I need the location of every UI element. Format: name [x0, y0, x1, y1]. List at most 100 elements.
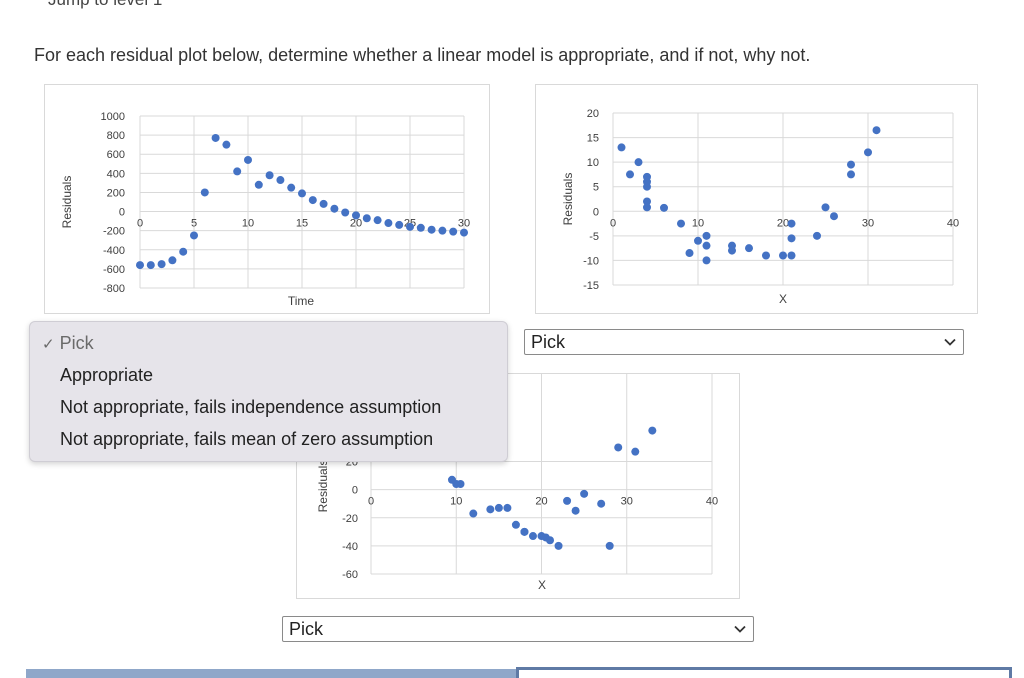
option-pick-label: Pick [59, 333, 94, 353]
y-tick-label: 0 [352, 485, 358, 497]
y-tick-label: 800 [107, 130, 125, 142]
x-tick-label: 15 [296, 218, 308, 230]
data-point [864, 148, 872, 157]
data-point [821, 203, 830, 212]
data-point [427, 225, 436, 234]
residual-plot-1-svg: 1000 800 600 400 200 0 -200 -400 -600 -800 0 5 10 15 2… [60, 111, 470, 308]
data-point [745, 244, 753, 253]
data-point [352, 211, 360, 220]
data-point [486, 505, 495, 514]
data-point [298, 189, 306, 198]
data-point [617, 143, 626, 152]
data-point [308, 196, 317, 205]
plot-1-select-dropdown[interactable]: ✓ Pick Appropriate Not appropriate, fail… [29, 321, 508, 462]
data-point [341, 208, 350, 217]
data-point [847, 160, 855, 169]
y-tick-label: 10 [587, 157, 599, 169]
data-point [395, 220, 404, 229]
chevron-down-icon [734, 625, 746, 633]
data-point [406, 222, 414, 231]
x-tick-label: 20 [535, 496, 547, 508]
data-point [677, 219, 685, 228]
data-point [190, 231, 198, 240]
y-tick-label: -10 [583, 255, 599, 267]
plot-2-select-value: Pick [531, 332, 566, 352]
x-tick-label: 10 [450, 496, 462, 508]
data-point [211, 133, 220, 142]
x-tick-label: 30 [862, 217, 874, 229]
data-point [416, 223, 425, 232]
y-tick-label: -400 [103, 245, 125, 257]
y-tick-label: -200 [103, 226, 125, 238]
jump-to-level-link[interactable]: Jump to level 1 [48, 0, 162, 10]
plot-3-select[interactable]: Pick [282, 616, 754, 642]
bottom-button-left[interactable] [26, 669, 516, 678]
y-axis-label: Residuals [561, 173, 575, 226]
data-point [494, 503, 503, 512]
residual-plot-1: 1000 800 600 400 200 0 -200 -400 -600 -800 0 5 10 15 2… [44, 84, 490, 314]
data-point [136, 261, 144, 270]
data-point [813, 231, 821, 240]
y-tick-label: 200 [107, 187, 125, 199]
y-tick-label: -40 [342, 541, 358, 553]
x-tick-label: 40 [947, 217, 959, 229]
y-tick-label: -20 [342, 513, 358, 525]
data-point [872, 126, 881, 135]
data-point [643, 182, 651, 191]
chevron-down-icon [944, 338, 956, 346]
bottom-button-right[interactable] [516, 667, 1012, 678]
data-point [580, 489, 589, 498]
y-tick-label: 600 [107, 149, 125, 161]
data-point [330, 204, 339, 213]
data-point [438, 226, 447, 235]
data-point [634, 158, 643, 167]
data-point [528, 532, 537, 541]
x-tick-label: 20 [350, 218, 362, 230]
data-point [200, 188, 209, 197]
plot-3-select-value: Pick [289, 619, 324, 639]
y-tick-label: 5 [593, 182, 599, 194]
data-point [449, 227, 458, 236]
data-point [503, 503, 512, 512]
data-point [146, 261, 155, 270]
data-point [511, 520, 520, 529]
data-point [702, 231, 711, 240]
data-point [787, 219, 796, 228]
data-point [762, 251, 770, 260]
x-axis-label: Time [288, 294, 315, 308]
data-point [631, 447, 640, 456]
x-tick-label: 20 [777, 217, 789, 229]
data-point [179, 247, 188, 256]
data-point [469, 509, 478, 518]
x-tick-label: 0 [368, 496, 374, 508]
y-tick-label: 15 [587, 133, 599, 145]
data-point [554, 541, 563, 550]
data-point [614, 443, 623, 452]
data-point [373, 216, 382, 225]
data-point [643, 203, 651, 212]
data-point [362, 214, 371, 223]
data-point [244, 155, 252, 164]
y-tick-label: -800 [103, 283, 125, 295]
x-tick-label: 30 [621, 496, 633, 508]
data-point [787, 251, 796, 260]
y-tick-label: 0 [119, 207, 125, 219]
y-tick-label: 400 [107, 168, 125, 180]
data-point [168, 256, 177, 265]
data-point [384, 219, 393, 228]
x-tick-label: 10 [692, 217, 704, 229]
data-point [694, 236, 702, 245]
data-point [728, 246, 736, 255]
plot-2-select[interactable]: Pick [524, 329, 964, 355]
option-fails-independence[interactable]: Not appropriate, fails independence assu… [60, 397, 442, 417]
data-point [157, 260, 166, 269]
y-tick-label: -15 [583, 280, 599, 292]
data-point [648, 426, 657, 435]
option-appropriate[interactable]: Appropriate [60, 365, 154, 385]
data-point [546, 536, 555, 545]
option-fails-mean-zero[interactable]: Not appropriate, fails mean of zero assu… [60, 429, 434, 449]
data-point [626, 170, 634, 179]
option-pick[interactable]: ✓ Pick [42, 333, 94, 354]
x-tick-label: 5 [191, 218, 197, 230]
data-point [254, 180, 263, 189]
